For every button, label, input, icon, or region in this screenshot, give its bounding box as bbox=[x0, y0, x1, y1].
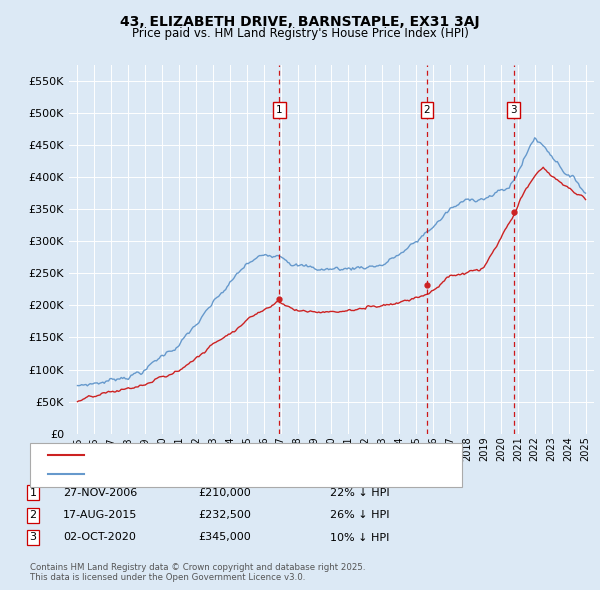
Text: £345,000: £345,000 bbox=[198, 533, 251, 542]
Text: Price paid vs. HM Land Registry's House Price Index (HPI): Price paid vs. HM Land Registry's House … bbox=[131, 27, 469, 40]
Text: £232,500: £232,500 bbox=[198, 510, 251, 520]
Text: 1: 1 bbox=[276, 105, 283, 115]
Text: 43, ELIZABETH DRIVE, BARNSTAPLE, EX31 3AJ (detached house): 43, ELIZABETH DRIVE, BARNSTAPLE, EX31 3A… bbox=[90, 450, 424, 460]
Text: Contains HM Land Registry data © Crown copyright and database right 2025.
This d: Contains HM Land Registry data © Crown c… bbox=[30, 563, 365, 582]
Text: 43, ELIZABETH DRIVE, BARNSTAPLE, EX31 3AJ: 43, ELIZABETH DRIVE, BARNSTAPLE, EX31 3A… bbox=[120, 15, 480, 29]
Text: HPI: Average price, detached house, North Devon: HPI: Average price, detached house, Nort… bbox=[90, 470, 349, 479]
Text: 2: 2 bbox=[29, 510, 37, 520]
Text: 17-AUG-2015: 17-AUG-2015 bbox=[63, 510, 137, 520]
Text: 02-OCT-2020: 02-OCT-2020 bbox=[63, 533, 136, 542]
Text: 2: 2 bbox=[424, 105, 430, 115]
Text: 10% ↓ HPI: 10% ↓ HPI bbox=[330, 533, 389, 542]
Text: 26% ↓ HPI: 26% ↓ HPI bbox=[330, 510, 389, 520]
Text: 1: 1 bbox=[29, 488, 37, 497]
Text: 22% ↓ HPI: 22% ↓ HPI bbox=[330, 488, 389, 497]
Text: 3: 3 bbox=[510, 105, 517, 115]
Text: £210,000: £210,000 bbox=[198, 488, 251, 497]
Text: 3: 3 bbox=[29, 533, 37, 542]
Text: 27-NOV-2006: 27-NOV-2006 bbox=[63, 488, 137, 497]
